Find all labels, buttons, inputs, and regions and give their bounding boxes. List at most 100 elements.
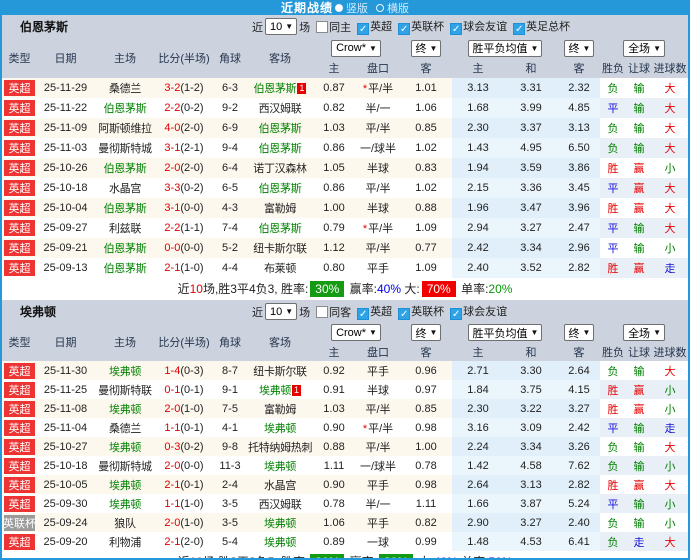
home-team-link[interactable]: 阿斯顿维拉 — [98, 123, 152, 135]
match-row: 英超 25-10-18 水晶宫 3-3(0-2) 6-5 伯恩茅斯 0.86 平/半 1.02 2… — [2, 178, 688, 198]
scope-select[interactable]: 全场 — [623, 324, 665, 341]
avg-home-odds: 2.64 — [452, 475, 504, 494]
same-venue-checkbox[interactable] — [316, 305, 329, 318]
league-type-cell: 英超 — [2, 494, 37, 513]
league-checkbox-icon[interactable] — [398, 308, 411, 320]
away-team-link[interactable]: 托特纳姆热刺 — [248, 441, 313, 454]
scope-select[interactable]: 全场 — [623, 39, 665, 57]
away-team-link[interactable]: 埃弗顿 — [258, 384, 292, 397]
away-team-link[interactable]: 埃弗顿 — [263, 460, 297, 473]
away-team-link[interactable]: 富勒姆 — [263, 403, 297, 416]
home-team-link[interactable]: 伯恩茅斯 — [103, 243, 147, 255]
home-team-link[interactable]: 利物浦 — [108, 536, 142, 549]
odds-away: 0.78 — [415, 459, 437, 472]
league-checkbox-icon[interactable] — [357, 308, 370, 320]
avg-select[interactable]: 胜平负均值 — [467, 324, 543, 341]
home-team-link[interactable]: 曼彻斯特联 — [98, 384, 152, 397]
result-wdl: 胜 — [600, 475, 627, 494]
result-handicap: 赢 — [626, 380, 653, 399]
league-type-badge: 英超 — [4, 200, 35, 216]
result-handicap: 输 — [626, 138, 653, 158]
home-team-link[interactable]: 利兹联 — [108, 223, 142, 235]
home-team-link[interactable]: 桑德兰 — [108, 83, 142, 95]
radio-selected-icon[interactable] — [335, 3, 343, 12]
league-checkbox-icon[interactable] — [513, 23, 526, 35]
fulltime-score: 0-1 — [164, 383, 181, 396]
subcol-odds-away: 客 — [400, 58, 452, 78]
final-avg-select[interactable]: 终 — [563, 324, 595, 341]
match-count-select[interactable]: 10 — [265, 303, 298, 320]
league-checkbox-icon[interactable] — [357, 23, 370, 35]
away-team-link[interactable]: 伯恩茅斯 — [258, 143, 302, 155]
summary-text: 40% — [434, 555, 458, 558]
corner-score: 6-4 — [222, 162, 238, 174]
home-team-link[interactable]: 埃弗顿 — [108, 403, 142, 416]
subcol-result: 胜负 — [600, 58, 627, 78]
away-team-link[interactable]: 伯恩茅斯 — [258, 183, 302, 195]
match-date: 25-09-24 — [43, 516, 88, 529]
away-team-link[interactable]: 伯恩茅斯 — [258, 123, 302, 135]
league-checkbox-icon[interactable] — [450, 23, 463, 35]
result-wdl: 胜 — [600, 380, 627, 399]
away-team-link[interactable]: 埃弗顿 — [263, 536, 297, 549]
home-team-link[interactable]: 埃弗顿 — [108, 479, 142, 492]
home-team-link[interactable]: 埃弗顿 — [108, 365, 142, 378]
away-team-link[interactable]: 西汉姆联 — [258, 103, 302, 115]
away-team-link[interactable]: 伯恩茅斯 — [258, 223, 302, 235]
company-select[interactable]: Crow* — [331, 39, 381, 57]
handicap-line: 半球 — [367, 203, 389, 215]
away-team-cell: 诺丁汉森林 — [248, 158, 312, 178]
final-avg-select[interactable]: 终 — [563, 39, 595, 57]
company-select[interactable]: Crow* — [331, 324, 381, 341]
away-team-link[interactable]: 诺丁汉森林 — [253, 163, 307, 175]
final-odds-select[interactable]: 终 — [410, 324, 442, 341]
layout-option-horizontal[interactable]: 横版 — [387, 2, 409, 15]
layout-option-vertical[interactable]: 竖版 — [346, 2, 368, 15]
away-team-link[interactable]: 布莱顿 — [263, 263, 297, 275]
avg-draw-odds: 3.75 — [504, 380, 559, 399]
avg-home-odds: 2.15 — [452, 178, 504, 198]
home-team-link[interactable]: 伯恩茅斯 — [103, 103, 147, 115]
home-team-link[interactable]: 曼彻斯特城 — [98, 460, 152, 473]
same-venue-checkbox[interactable] — [316, 20, 329, 33]
away-team-link[interactable]: 伯恩茅斯 — [253, 83, 297, 95]
away-team-link[interactable]: 纽卡斯尔联 — [253, 365, 307, 378]
home-team-link[interactable]: 埃弗顿 — [108, 441, 142, 454]
home-team-link[interactable]: 伯恩茅斯 — [103, 263, 147, 275]
home-team-cell: 伯恩茅斯 — [94, 258, 156, 278]
away-team-link[interactable]: 纽卡斯尔联 — [253, 243, 307, 255]
away-team-link[interactable]: 富勒姆 — [263, 203, 297, 215]
away-team-link[interactable]: 西汉姆联 — [258, 498, 302, 511]
home-team-link[interactable]: 狼队 — [114, 517, 136, 530]
league-checkbox-icon[interactable] — [450, 308, 463, 320]
home-team-link[interactable]: 水晶宫 — [108, 183, 142, 195]
league-checkbox-icon[interactable] — [398, 23, 411, 35]
away-team-link[interactable]: 水晶宫 — [263, 479, 297, 492]
home-team-link[interactable]: 桑德兰 — [108, 422, 142, 435]
subcol-avg-draw: 和 — [504, 342, 559, 361]
col-header-home: 主场 — [94, 323, 156, 361]
home-team-link[interactable]: 曼彻斯特城 — [98, 143, 152, 155]
score-cell: 0-3(0-2) — [156, 437, 212, 456]
home-team-cell: 水晶宫 — [94, 178, 156, 198]
home-team-cell: 埃弗顿 — [94, 475, 156, 494]
away-team-link[interactable]: 埃弗顿 — [263, 517, 297, 530]
handicap-line: 一球 — [367, 536, 389, 549]
radio-unselected-icon[interactable] — [376, 3, 384, 12]
final-odds-select[interactable]: 终 — [410, 39, 442, 57]
away-team-link[interactable]: 埃弗顿 — [263, 422, 297, 435]
summary-rate-badge: 70% — [421, 281, 456, 297]
league-type-badge: 英超 — [4, 240, 35, 256]
odds-home: 0.87 — [323, 82, 345, 94]
match-row: 英超 25-11-30 埃弗顿 1-4(0-3) 8-7 纽卡斯尔联 0.92 平手 0.96 2… — [2, 361, 688, 380]
home-team-link[interactable]: 伯恩茅斯 — [103, 163, 147, 175]
match-row: 英超 25-11-04 桑德兰 1-1(0-1) 4-1 埃弗顿 0.90 *平/半 0.98 3… — [2, 418, 688, 437]
odds-home: 1.06 — [323, 516, 345, 529]
avg-select[interactable]: 胜平负均值 — [467, 39, 543, 57]
home-team-link[interactable]: 伯恩茅斯 — [103, 203, 147, 215]
odds-home: 1.03 — [323, 122, 345, 134]
match-count-select[interactable]: 10 — [265, 18, 298, 35]
summary-text: 单率: — [458, 555, 488, 558]
score-cell: 2-1(1-0) — [156, 258, 212, 278]
home-team-link[interactable]: 埃弗顿 — [108, 498, 142, 511]
